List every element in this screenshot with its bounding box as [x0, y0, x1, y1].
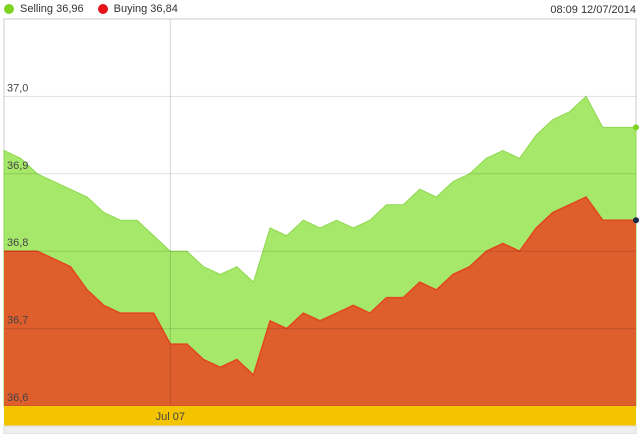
buying-label: Buying 36,84: [113, 3, 178, 15]
buying-end-marker: [633, 217, 639, 224]
buying-area: [4, 197, 636, 406]
x-tick-label: Jul 07: [156, 411, 185, 423]
y-tick-label: 36,8: [7, 237, 28, 249]
buying-line: [4, 196, 636, 377]
y-tick-label: 37,0: [7, 82, 28, 94]
y-tick-label: 36,6: [7, 392, 28, 404]
selling-end-marker: [633, 124, 639, 131]
selling-dot-icon: [4, 4, 14, 14]
legend-item-selling[interactable]: Selling 36,96: [4, 3, 84, 15]
y-tick-label: 36,7: [7, 315, 28, 327]
x-axis-band: [4, 406, 636, 426]
y-tick-label: 36,9: [7, 160, 28, 172]
timestamp: 08:09 12/07/2014: [550, 4, 636, 16]
legend-item-buying[interactable]: Buying 36,84: [97, 3, 178, 15]
selling-label: Selling 36,96: [20, 3, 84, 15]
legend: Selling 36,96 Buying 36,84: [4, 3, 192, 15]
navigator-strip: [3, 425, 637, 434]
buying-dot-icon: [97, 4, 108, 14]
